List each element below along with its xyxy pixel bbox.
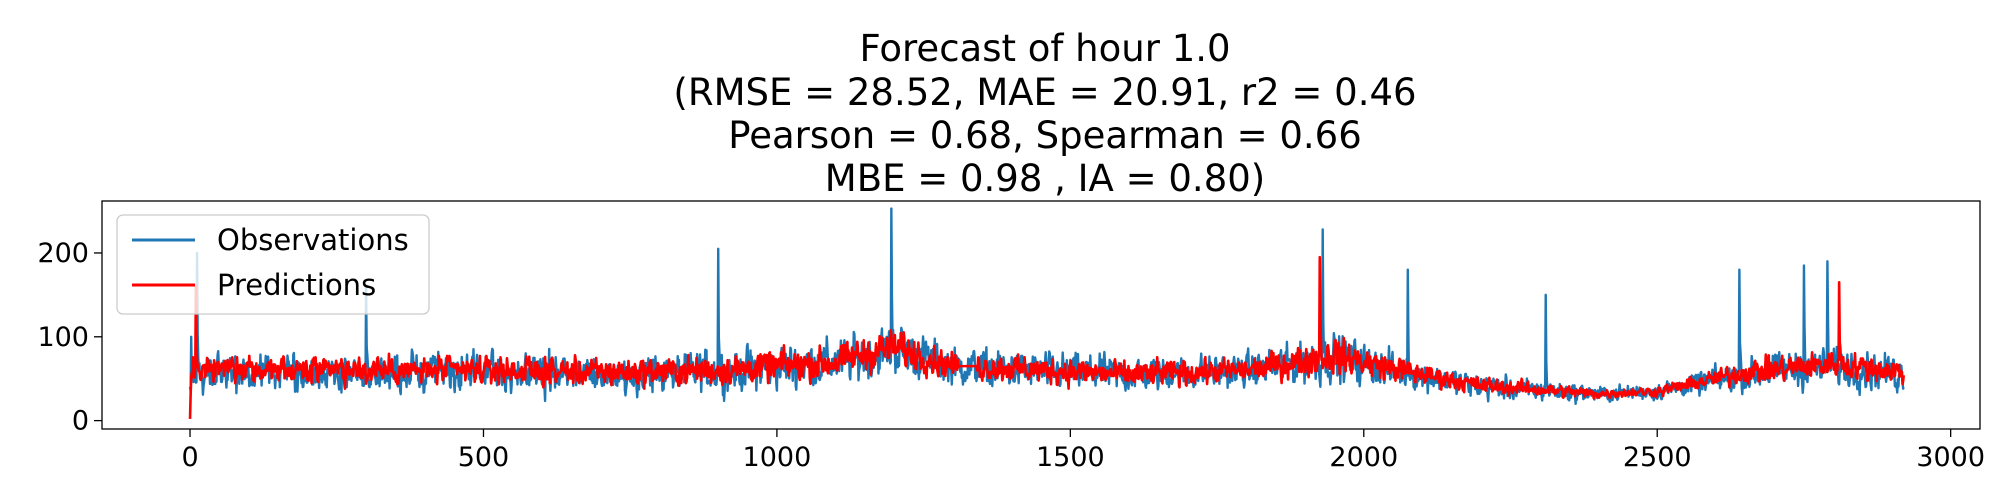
title-line-4: MBE = 0.98 , IA = 0.80) <box>825 157 1265 200</box>
title-line-2: (RMSE = 28.52, MAE = 20.91, r2 = 0.46 <box>673 71 1416 114</box>
x-tick-label-1500: 1500 <box>1036 442 1105 473</box>
series-layer <box>188 207 1906 419</box>
x-tick-label-1000: 1000 <box>743 442 812 473</box>
x-tick-label-500: 500 <box>458 442 510 473</box>
x-tick-label-3000: 3000 <box>1916 442 1985 473</box>
x-tick-label-2500: 2500 <box>1623 442 1692 473</box>
x-axis: 0 500 1000 1500 2000 2500 3000 <box>181 429 1985 473</box>
y-tick-label-200: 200 <box>37 238 89 269</box>
y-axis: 0 100 200 <box>37 238 102 437</box>
x-tick-label-0: 0 <box>181 442 198 473</box>
legend-label-observations: Observations <box>217 223 409 257</box>
legend-label-predictions: Predictions <box>217 268 376 302</box>
plot-area: 0 500 1000 1500 2000 2500 3000 0 100 200 <box>37 200 1985 473</box>
x-tick-label-2000: 2000 <box>1329 442 1398 473</box>
y-tick-label-0: 0 <box>72 406 89 437</box>
y-tick-label-100: 100 <box>37 322 89 353</box>
title-line-1: Forecast of hour 1.0 <box>859 27 1230 70</box>
legend: Observations Predictions <box>116 214 430 315</box>
chart-title: Forecast of hour 1.0 (RMSE = 28.52, MAE … <box>673 27 1416 200</box>
title-line-3: Pearson = 0.68, Spearman = 0.66 <box>728 114 1361 157</box>
axes-frame <box>101 200 1981 430</box>
series-line-predictions <box>188 255 1906 419</box>
